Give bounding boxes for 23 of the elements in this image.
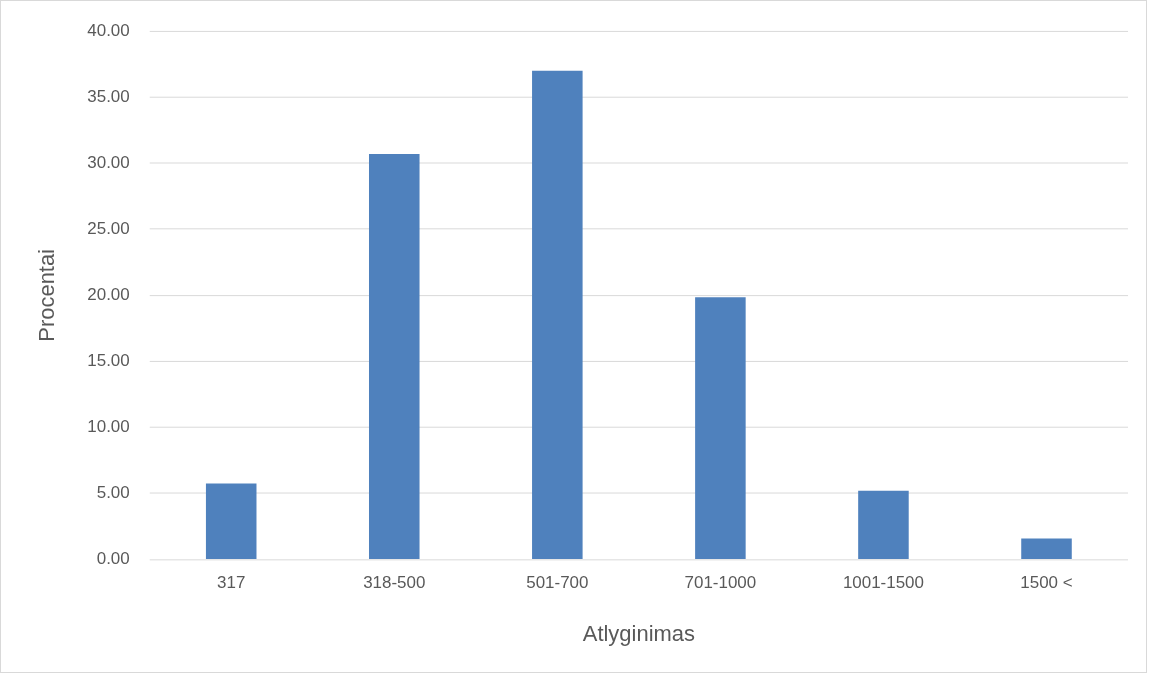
- bar: [858, 490, 909, 560]
- y-tick-label: 10.00: [87, 417, 130, 437]
- y-tick-label: 35.00: [87, 86, 130, 106]
- bar: [369, 153, 420, 560]
- x-tick-label: 317: [217, 573, 246, 593]
- y-tick-label: 15.00: [87, 351, 130, 371]
- y-tick-label: 25.00: [87, 218, 130, 238]
- bar: [532, 70, 583, 560]
- y-tick-label: 30.00: [87, 152, 130, 172]
- y-tick-label: 20.00: [87, 285, 130, 304]
- y-axis-title: Procentai: [34, 249, 60, 342]
- x-tick-label: 1500 <: [1020, 573, 1073, 593]
- x-tick-label: 1001-1500: [842, 573, 924, 593]
- x-tick-label: 318-500: [363, 573, 426, 593]
- bar: [695, 297, 746, 560]
- y-tick-label: 40.00: [87, 20, 130, 40]
- y-tick-label: 5.00: [96, 483, 130, 503]
- bar: [205, 483, 257, 560]
- x-tick-label: 701-1000: [684, 573, 757, 593]
- bar: [1021, 538, 1072, 560]
- x-axis-title: Atlyginimas: [582, 620, 695, 646]
- y-tick-label: 0.00: [96, 549, 130, 569]
- x-tick-label: 501-700: [526, 573, 589, 593]
